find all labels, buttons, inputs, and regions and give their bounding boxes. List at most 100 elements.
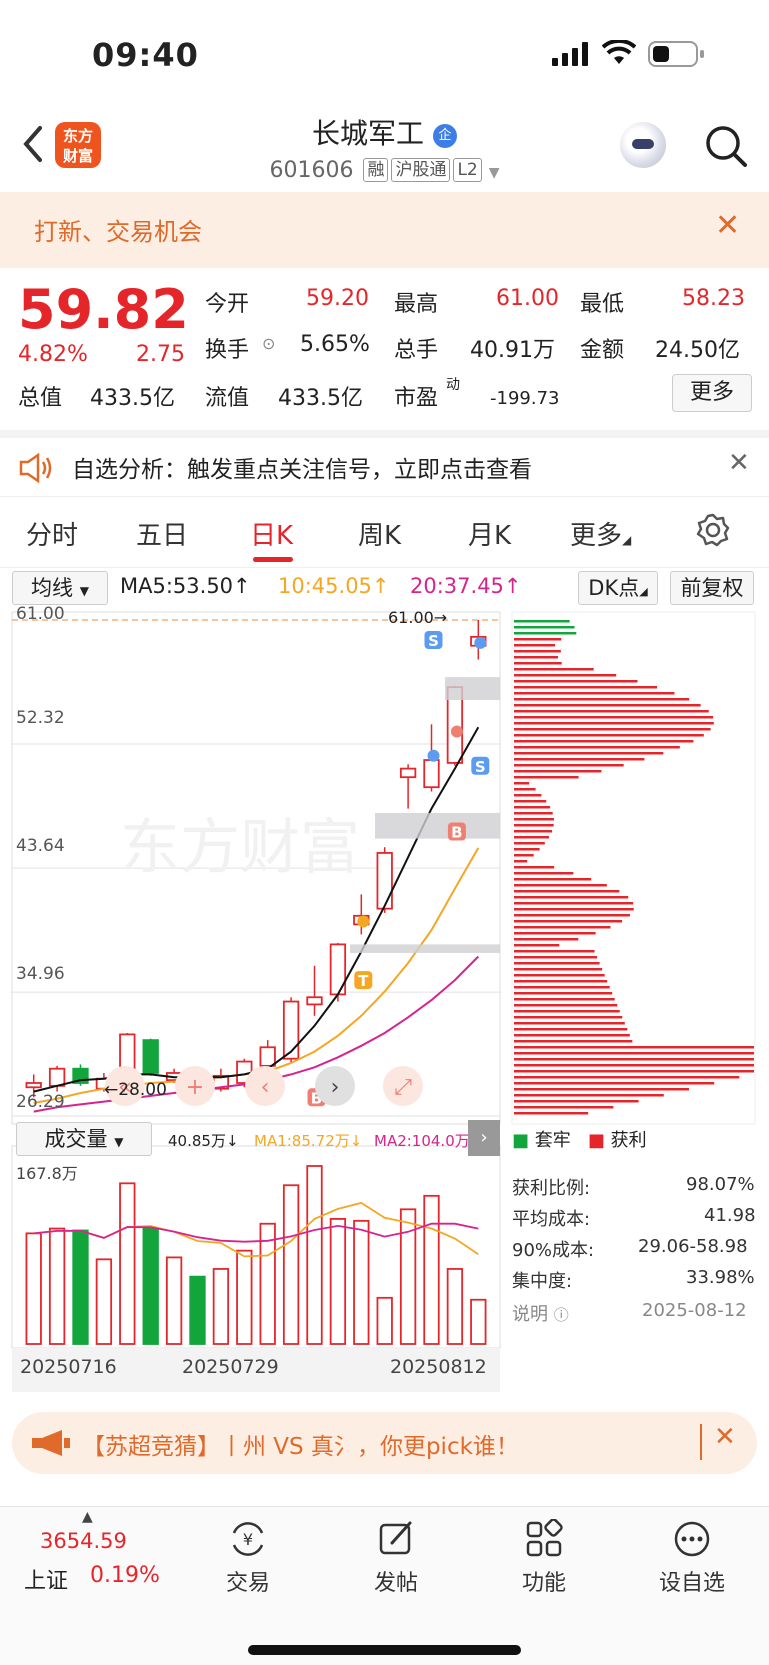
chip-bar xyxy=(514,788,536,791)
tab-more[interactable]: 更多◢ xyxy=(570,515,631,552)
chip-bar xyxy=(514,998,615,1001)
note-label[interactable]: 说明 ⓘ xyxy=(512,1300,569,1326)
index-up-arrow-icon: ▲ xyxy=(82,1509,93,1525)
watchlist-alert[interactable]: 自选分析：触发重点关注信号，立即点击查看 ✕ xyxy=(0,430,769,496)
nav-trade[interactable]: ¥ 交易 xyxy=(198,1519,298,1597)
volume-select[interactable]: 成交量 ▼ xyxy=(16,1122,152,1156)
chip-bar xyxy=(514,1070,754,1073)
bottom-promo-banner[interactable]: 【苏超竞猜】丨州 VS 真氵，你更pick谁！ ✕ xyxy=(12,1412,757,1474)
nav-post[interactable]: 发帖 xyxy=(346,1519,446,1597)
candle-body xyxy=(377,853,392,909)
y-tick-1: 61.00 xyxy=(16,604,65,624)
more-button[interactable]: 更多 xyxy=(672,374,752,412)
alert-text: 自选分析：触发重点关注信号，立即点击查看 xyxy=(72,450,532,484)
candle-body xyxy=(50,1069,65,1086)
indicator-row: 均线 ▼ MA5:53.50↑ 10:45.05↑ 20:37.45↑ DK点◢… xyxy=(0,568,769,608)
nav-add-watchlist[interactable]: 设自选 xyxy=(642,1519,742,1597)
y-tick-2: 52.32 xyxy=(16,708,65,728)
tag-connect: 沪股通 xyxy=(391,158,450,182)
gear-icon[interactable] xyxy=(696,513,730,547)
low-value: 58.23 xyxy=(682,286,745,311)
chip-bar xyxy=(514,722,714,725)
expand-arrow-icon[interactable]: › xyxy=(468,1120,500,1156)
profit-ratio-value: 98.07% xyxy=(686,1174,755,1195)
avg-cost-value: 41.98 xyxy=(704,1205,756,1226)
tab-five-day[interactable]: 五日 xyxy=(136,515,188,552)
chip-bar xyxy=(514,854,534,857)
chip-bar xyxy=(514,842,545,845)
chip-bar xyxy=(514,806,550,809)
amount-value: 24.50亿 xyxy=(655,332,740,364)
close-icon[interactable]: ✕ xyxy=(728,448,750,478)
open-value: 59.20 xyxy=(306,286,369,311)
chip-bar xyxy=(514,968,602,971)
chip-bar xyxy=(514,944,559,947)
adjust-button[interactable]: 前复权 xyxy=(670,571,754,605)
chip-bar xyxy=(514,746,680,749)
candle-body xyxy=(424,760,439,787)
bottom-navigation: ▲ 3654.59 上证 0.19% ¥ 交易 发帖 功能 设自选 xyxy=(0,1506,769,1665)
volume-bar xyxy=(377,1298,392,1344)
volume-bar xyxy=(471,1300,486,1344)
chip-bar xyxy=(514,650,561,653)
chip-bar xyxy=(514,1016,622,1019)
assistant-robot-icon[interactable] xyxy=(620,122,666,168)
volume-bar xyxy=(143,1229,158,1344)
dk-point-button[interactable]: DK点◢ xyxy=(578,571,658,605)
candle-body xyxy=(401,769,416,778)
promo-text: 打新、交易机会 xyxy=(34,212,202,247)
kline-chart[interactable]: 东方财富 B B S S T « + ‹ › ⤢ xyxy=(0,608,769,1398)
chip-bar xyxy=(514,698,689,701)
y-tick-4: 34.96 xyxy=(16,964,65,984)
chip-bar xyxy=(514,662,562,665)
volume-bar xyxy=(190,1277,205,1344)
volume-bar xyxy=(237,1251,252,1344)
volume-bar xyxy=(26,1233,41,1344)
chip-bar xyxy=(514,1106,613,1109)
chip-bar xyxy=(514,674,616,677)
promo-banner[interactable]: 打新、交易机会 ✕ xyxy=(0,192,769,268)
pe-label: 市盈 xyxy=(394,380,438,412)
chip-bar xyxy=(514,896,628,899)
chip-bar xyxy=(514,752,663,755)
chip-bar xyxy=(514,716,713,719)
chip-bar xyxy=(514,1004,617,1007)
tab-daily-k[interactable]: 日K xyxy=(250,515,293,552)
index-change[interactable]: 0.19% xyxy=(90,1563,160,1588)
tab-weekly-k[interactable]: 周K xyxy=(358,515,401,552)
nav-functions[interactable]: 功能 xyxy=(494,1519,594,1597)
search-icon[interactable] xyxy=(704,124,748,168)
kline-chart-area[interactable]: 东方财富 B B S S T « + ‹ › ⤢ 61.00 52.32 43.64 34.96 2… xyxy=(0,608,769,1398)
chip-bar xyxy=(514,656,558,659)
yuan-exchange-icon: ¥ xyxy=(228,1519,268,1559)
volume-bar xyxy=(284,1185,299,1344)
index-name[interactable]: 上证 xyxy=(24,1563,68,1595)
pe-value: -199.73 xyxy=(490,388,559,409)
index-value[interactable]: 3654.59 xyxy=(40,1529,127,1553)
ma10-value: 10:45.05↑ xyxy=(278,574,390,598)
volume-label: 总手 xyxy=(394,332,438,364)
close-icon[interactable]: ✕ xyxy=(714,1422,736,1452)
chip-bar xyxy=(514,902,633,905)
tab-monthly-k[interactable]: 月K xyxy=(468,515,511,552)
chip-bar xyxy=(514,668,594,671)
market-cap-label: 总值 xyxy=(18,380,62,412)
y-tick-3: 43.64 xyxy=(16,836,65,856)
period-tabs: 分时 五日 日K 周K 月K 更多◢ xyxy=(0,496,769,568)
volume-bar xyxy=(120,1183,135,1344)
close-icon[interactable]: ✕ xyxy=(715,208,740,243)
float-cap-label: 流值 xyxy=(205,380,249,412)
ma10-line xyxy=(34,848,479,1103)
chip-bar xyxy=(514,950,595,953)
chip-bar xyxy=(514,734,704,737)
chip-bar xyxy=(514,1064,754,1067)
ma-select[interactable]: 均线 ▼ xyxy=(12,571,108,605)
info-icon[interactable]: ⊙ xyxy=(262,334,275,353)
concentration-value: 33.98% xyxy=(686,1267,755,1288)
high-label: 最高 xyxy=(394,286,438,318)
tab-intraday[interactable]: 分时 xyxy=(26,515,78,552)
chip-bar xyxy=(514,980,607,983)
last-price: 59.82 xyxy=(18,278,189,341)
watermark: 东方财富 xyxy=(120,813,360,883)
chip-bar xyxy=(514,632,576,635)
